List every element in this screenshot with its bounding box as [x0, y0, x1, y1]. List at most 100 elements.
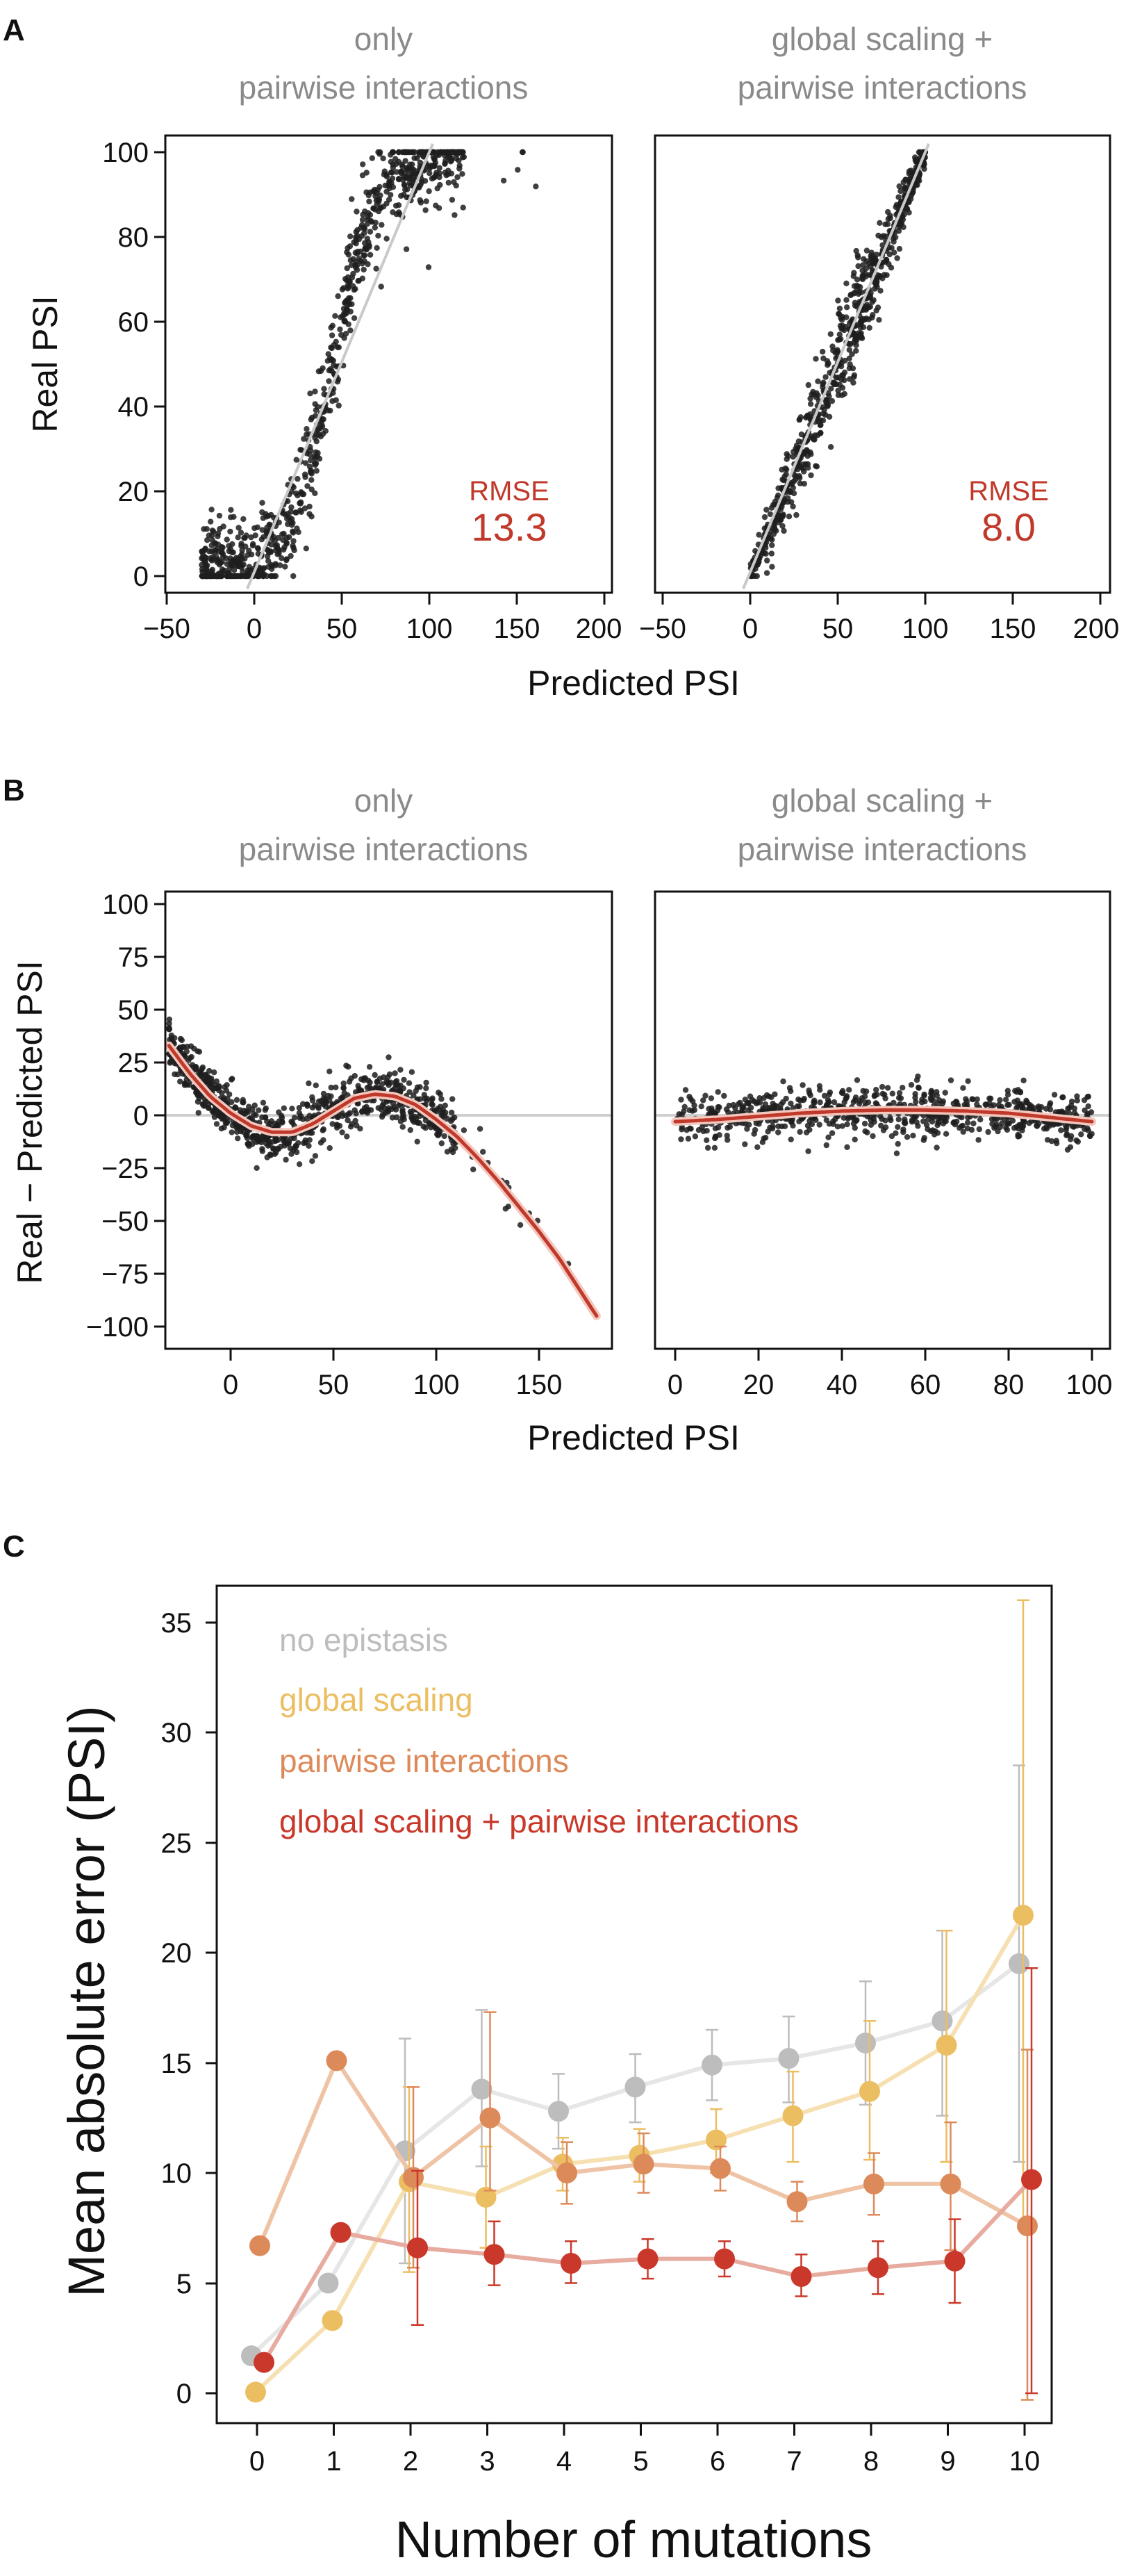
- data-point: [936, 1097, 943, 1104]
- data-point: [1074, 1097, 1081, 1104]
- data-point: [853, 342, 859, 348]
- data-point: [753, 1120, 759, 1126]
- panel-a-right-points: [747, 149, 929, 580]
- panel-a-left-xtick: −50: [143, 614, 190, 644]
- data-point: [797, 1129, 803, 1135]
- data-point: [1004, 1102, 1011, 1108]
- series-point: [859, 2081, 880, 2102]
- data-point: [896, 183, 902, 190]
- data-point: [382, 182, 388, 189]
- data-point: [332, 313, 338, 319]
- data-point: [301, 436, 307, 442]
- data-point: [449, 1096, 456, 1102]
- data-point: [965, 1078, 971, 1085]
- data-point: [397, 1067, 404, 1073]
- data-point: [301, 471, 308, 477]
- data-point: [968, 1126, 975, 1133]
- data-point: [184, 1043, 190, 1050]
- data-point: [329, 368, 335, 375]
- panel-c-xtick: 5: [633, 2446, 648, 2477]
- data-point: [278, 1143, 284, 1150]
- panel-a-y-axis-title: Real PSI: [26, 295, 65, 432]
- data-point: [345, 321, 351, 327]
- data-point: [351, 315, 358, 321]
- data-point: [449, 197, 456, 203]
- data-point: [752, 1126, 759, 1133]
- data-point: [376, 183, 383, 190]
- data-point: [219, 566, 226, 573]
- data-point: [843, 314, 850, 320]
- series-point: [1021, 2169, 1042, 2190]
- data-point: [846, 1087, 852, 1093]
- data-point: [319, 423, 326, 429]
- data-point: [779, 466, 785, 473]
- data-point: [1052, 1109, 1059, 1115]
- data-point: [795, 1096, 802, 1103]
- data-point: [220, 544, 226, 551]
- panel-a-right-rmse-value: 8.0: [982, 505, 1036, 549]
- data-point: [995, 1128, 1001, 1135]
- series-global-scaling-pairwise-interactions: [254, 1967, 1042, 2395]
- panel-a-letter: A: [3, 13, 25, 47]
- data-point: [361, 1077, 367, 1083]
- data-point: [725, 1137, 731, 1143]
- data-point: [241, 535, 247, 541]
- data-point: [847, 376, 853, 382]
- data-point: [333, 1084, 339, 1091]
- data-point: [902, 177, 909, 183]
- data-point: [289, 1106, 295, 1112]
- data-point: [838, 317, 845, 323]
- data-point: [329, 322, 336, 329]
- data-point: [292, 509, 299, 516]
- data-point: [433, 170, 440, 176]
- data-point: [406, 1089, 413, 1095]
- data-point: [357, 1126, 363, 1132]
- data-point: [860, 1088, 866, 1094]
- data-point: [1004, 1092, 1011, 1098]
- data-point: [395, 1082, 401, 1089]
- data-point: [863, 302, 870, 308]
- data-point: [339, 1094, 345, 1101]
- data-point: [754, 1144, 761, 1151]
- data-point: [843, 1093, 850, 1099]
- data-point: [340, 1080, 347, 1087]
- data-point: [997, 1097, 1003, 1104]
- data-point: [386, 1054, 392, 1060]
- data-point: [245, 1140, 251, 1147]
- data-point: [261, 1135, 267, 1142]
- data-point: [329, 332, 336, 338]
- data-point: [334, 344, 341, 350]
- data-point: [366, 1083, 372, 1090]
- data-point: [381, 172, 388, 178]
- data-point: [344, 265, 350, 272]
- panel-b-left-points: [166, 1016, 572, 1268]
- data-point: [1058, 1127, 1064, 1133]
- data-point: [321, 386, 327, 392]
- data-point: [206, 1101, 212, 1107]
- panel-c-xtick: 7: [786, 2446, 802, 2477]
- data-point: [778, 1101, 784, 1108]
- data-point: [850, 365, 856, 372]
- data-point: [825, 1099, 832, 1106]
- data-point: [317, 1140, 324, 1146]
- series-point: [1017, 2215, 1038, 2237]
- panel-a-right-xtick: −50: [639, 614, 686, 644]
- series-point: [706, 2129, 727, 2151]
- panel-a-left-x-axis: −50 0 50 100 150 200: [143, 591, 622, 644]
- data-point: [450, 149, 456, 156]
- data-point: [834, 1124, 841, 1130]
- data-point: [326, 1145, 333, 1151]
- data-point: [360, 161, 366, 167]
- data-point: [811, 1099, 817, 1106]
- data-point: [429, 175, 436, 182]
- data-point: [345, 286, 351, 292]
- data-point: [1002, 1097, 1009, 1103]
- data-point: [393, 1078, 400, 1084]
- data-point: [312, 434, 318, 441]
- series-point: [944, 2250, 966, 2272]
- data-point: [850, 1099, 857, 1106]
- series-point: [855, 2032, 876, 2053]
- data-point: [212, 540, 218, 546]
- panel-b-ytick: 100: [102, 889, 149, 920]
